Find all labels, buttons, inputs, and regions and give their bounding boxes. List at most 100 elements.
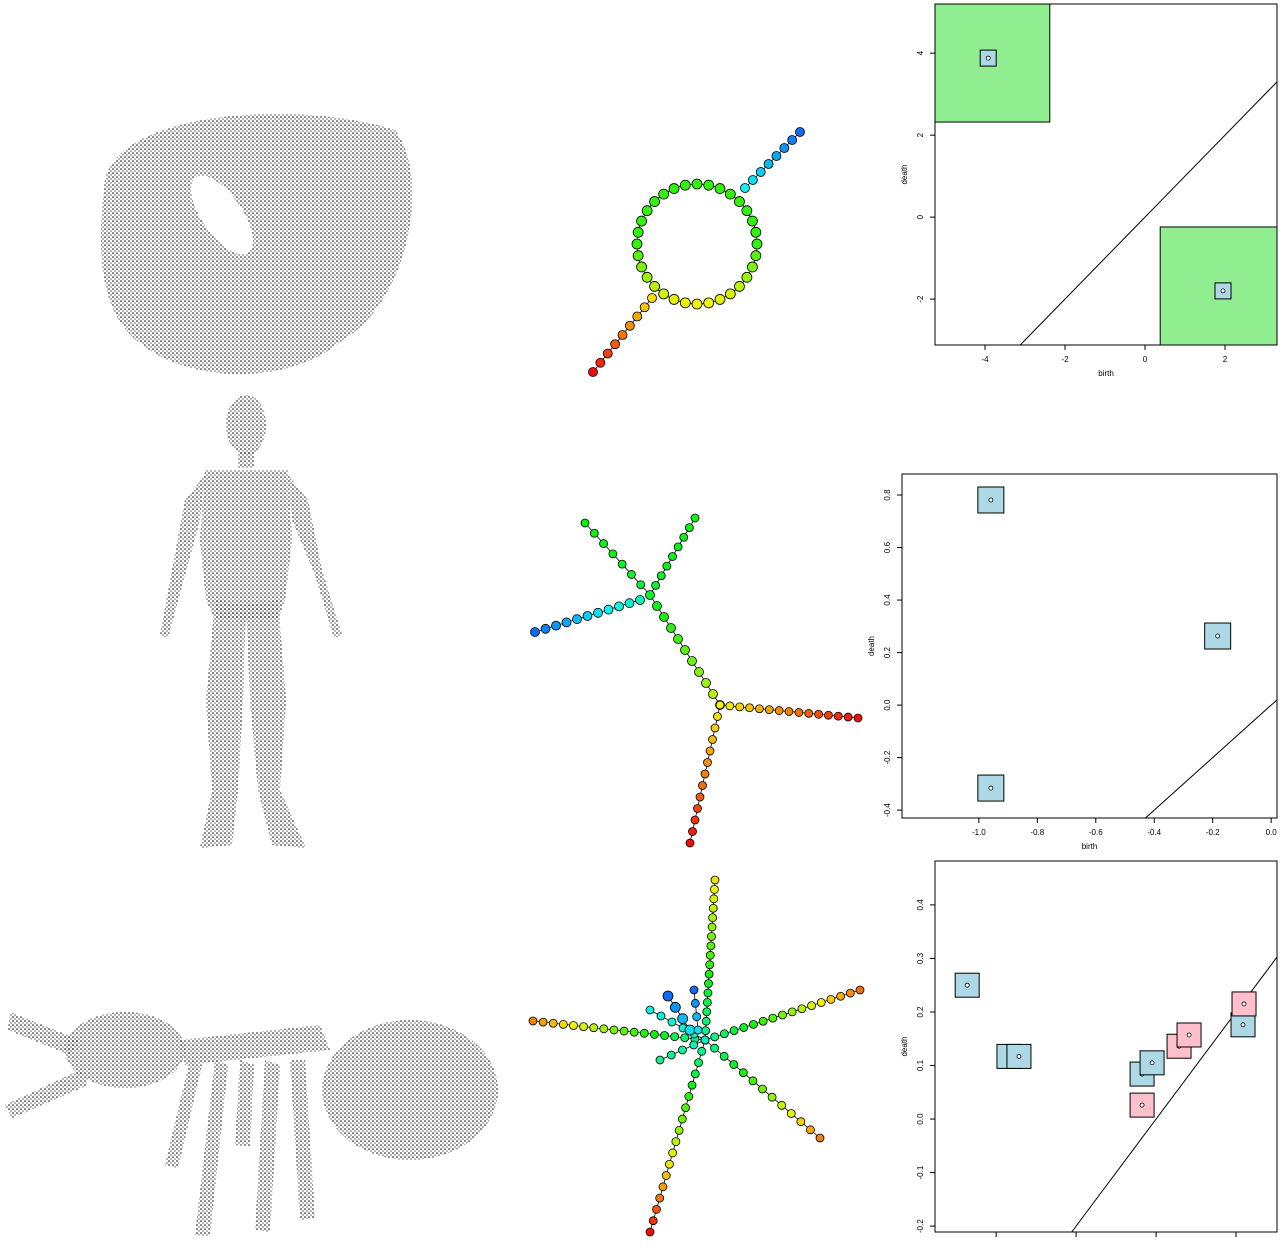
mapper-node	[593, 607, 603, 618]
mapper-node	[595, 357, 606, 368]
mapper-node	[703, 179, 715, 191]
diagonal	[1145, 699, 1278, 819]
human-point-cloud	[160, 395, 342, 848]
mapper-node	[632, 226, 644, 238]
mapper-node	[703, 297, 715, 309]
mapper-node	[690, 513, 700, 523]
mapper-node	[738, 1068, 748, 1078]
mapper-node	[697, 1046, 707, 1056]
y-tick-label: 4	[916, 50, 925, 55]
mapper-node	[700, 769, 710, 779]
mapper-edge	[667, 995, 691, 1031]
mapper-node	[709, 894, 719, 904]
mapper-node	[734, 196, 745, 207]
mapper-node	[853, 713, 863, 723]
mapper-node	[693, 804, 702, 813]
mapper-node	[684, 1092, 694, 1101]
mapper-node	[558, 1019, 568, 1029]
torus-point-cloud	[100, 114, 413, 375]
mapper-edge	[649, 1039, 706, 1233]
mapper-node	[687, 656, 697, 666]
mapper-node	[528, 1016, 538, 1026]
mapper-node	[641, 205, 653, 217]
mapper-node	[671, 1137, 681, 1147]
mapper-node	[843, 712, 853, 722]
mapper-node	[695, 792, 705, 802]
mapper-node	[589, 1023, 599, 1033]
mapper-node	[845, 988, 855, 998]
mapper-node	[656, 1011, 666, 1021]
mapper-node	[698, 781, 707, 790]
y-axis-label: death	[900, 164, 909, 184]
mapper-node	[715, 700, 725, 710]
y-tick-label: -0.4	[883, 803, 892, 817]
mapper-node	[650, 1030, 659, 1039]
mapper-node	[652, 601, 662, 611]
mapper-node	[610, 339, 621, 350]
y-tick-label: -2	[916, 295, 925, 303]
mapper-node	[784, 707, 794, 716]
y-tick-label: -0.2	[883, 750, 892, 764]
mapper-node	[624, 598, 635, 609]
mapper-node	[678, 1045, 687, 1055]
mapper-node	[826, 994, 836, 1004]
mapper-node	[740, 183, 750, 193]
mapper-node	[656, 571, 666, 581]
feature-point	[1139, 1102, 1145, 1108]
mapper-node	[579, 1022, 588, 1031]
plot-frame	[934, 3, 1278, 346]
feature-point	[988, 785, 994, 791]
feature-point	[985, 55, 991, 61]
mapper-node	[747, 175, 758, 185]
mapper-node	[694, 667, 704, 677]
mapper-node	[582, 611, 593, 621]
mapper-node	[815, 1133, 825, 1143]
mapper-node	[669, 1001, 681, 1013]
mapper-node	[670, 1032, 680, 1042]
mapper-node	[755, 167, 766, 177]
mapper-node	[774, 706, 784, 715]
mapper-node	[561, 617, 572, 628]
mapper-node	[700, 1035, 710, 1045]
mapper-node	[777, 1100, 787, 1110]
mapper-node	[668, 1148, 678, 1158]
y-tick-label: -0.1	[916, 1165, 925, 1179]
mapper-node	[667, 1017, 677, 1027]
mapper-node	[677, 1013, 689, 1025]
mapper-node	[704, 969, 714, 979]
mapper-node	[701, 1026, 710, 1035]
mapper-node	[710, 875, 720, 885]
mapper-node	[807, 1001, 816, 1011]
mapper-node	[779, 143, 790, 153]
mapper-node	[684, 523, 694, 533]
mapper-node	[659, 612, 669, 622]
y-tick-label: 0.8	[883, 489, 892, 501]
mapper-node	[786, 1109, 796, 1118]
mapper-node	[739, 1023, 749, 1032]
diagonal	[1019, 81, 1278, 346]
mapper-node	[751, 238, 763, 250]
y-tick-label: 0.0	[916, 1113, 925, 1125]
mapper-node	[710, 1043, 719, 1053]
mapper-node	[705, 746, 715, 756]
mapper-node	[745, 703, 754, 713]
mapper-node	[690, 998, 700, 1008]
mapper-node	[725, 701, 735, 711]
mapper-node	[741, 271, 753, 283]
plot-frame	[901, 473, 1278, 819]
mapper-node	[833, 711, 843, 721]
mapper-node	[778, 1010, 787, 1020]
mapper-node	[703, 988, 713, 998]
x-tick-label: -0.4	[1147, 828, 1161, 837]
mapper-node	[710, 1032, 720, 1042]
mapper-node	[701, 678, 711, 688]
mapper-node	[707, 932, 716, 941]
mapper-node	[540, 623, 551, 634]
mapper-node	[794, 708, 804, 717]
x-tick-label: 0.0	[1266, 828, 1278, 837]
feature-point	[1149, 1060, 1155, 1066]
mapper-node	[572, 614, 582, 625]
mapper-node	[729, 1026, 739, 1036]
mapper-node	[764, 705, 774, 715]
mapper-node	[691, 298, 703, 310]
